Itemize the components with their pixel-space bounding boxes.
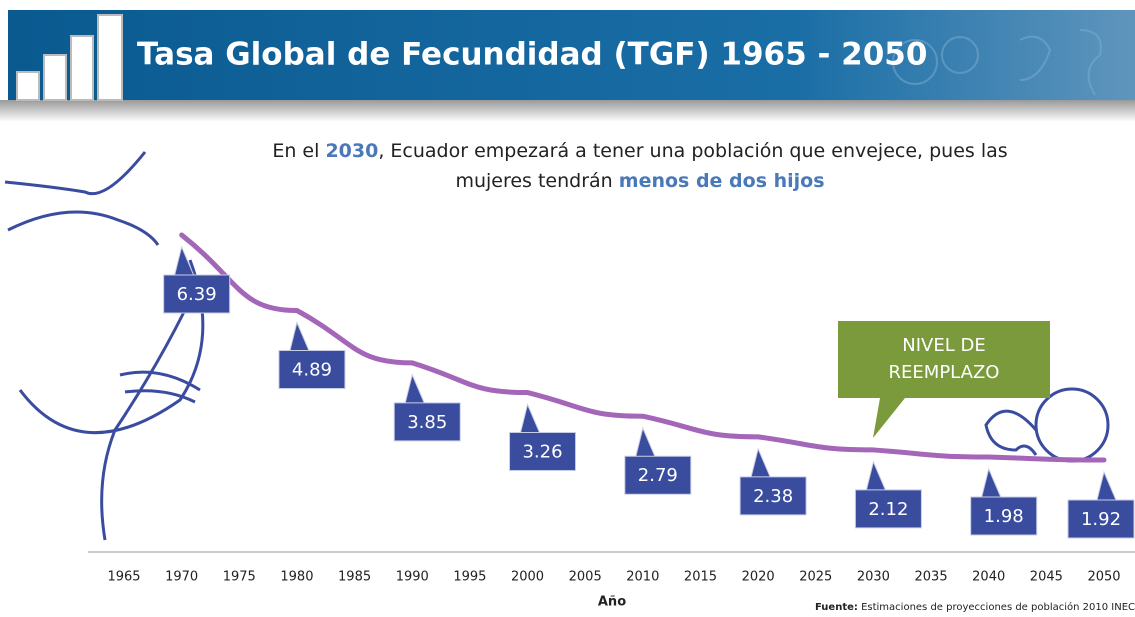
- x-tick-label: 2025: [799, 570, 832, 585]
- source-label: Fuente:: [814, 602, 858, 613]
- value-callout: [1067, 470, 1135, 539]
- x-tick-label: 1980: [280, 570, 313, 585]
- x-tick-label: 1985: [338, 570, 371, 585]
- data-line: [179, 232, 1107, 463]
- header-icon: [16, 14, 123, 101]
- x-tick-label: 1990: [396, 570, 429, 585]
- value-label: 1.92: [1081, 509, 1121, 530]
- x-tick-label: 2040: [972, 570, 1005, 585]
- x-tick-label: 1975: [223, 570, 256, 585]
- x-tick-label: 2020: [742, 570, 775, 585]
- annotation-text: REEMPLAZO: [889, 362, 1000, 383]
- value-label: 2.79: [638, 465, 678, 486]
- decoration-silhouette: [4, 151, 205, 541]
- value-callout: [970, 467, 1038, 536]
- value-callout: [278, 320, 346, 390]
- header-band: [8, 10, 1135, 100]
- x-tick-label: 2030: [857, 570, 890, 585]
- x-tick-label: 1995: [453, 570, 486, 585]
- x-tick-label: 1965: [107, 570, 140, 585]
- x-tick-label: 2005: [569, 570, 602, 585]
- x-tick-label: 2035: [915, 570, 948, 585]
- annotation-box: [838, 321, 1050, 438]
- subtitle-line: En el 2030, Ecuador empezará a tener una…: [200, 140, 1080, 162]
- subtitle-text: , Ecuador empezará a tener una población…: [378, 140, 1008, 162]
- value-callout: [624, 426, 692, 495]
- x-tick-label: 2050: [1087, 570, 1120, 585]
- value-label: 1.98: [984, 506, 1024, 527]
- subtitle-highlight: 2030: [325, 140, 379, 162]
- value-label: 6.39: [177, 284, 217, 305]
- value-callout: [854, 460, 922, 529]
- title: Tasa Global de Fecundidad (TGF) 1965 - 2…: [137, 37, 927, 73]
- annotation-text: NIVEL DE: [902, 335, 985, 356]
- value-label: 2.12: [868, 499, 908, 520]
- subtitle-text: En el: [272, 140, 326, 162]
- header-decoration: [892, 29, 1102, 96]
- decoration-baby: [984, 387, 1110, 463]
- x-tick-label: 2000: [511, 570, 544, 585]
- value-label: 4.89: [292, 360, 332, 381]
- value-callout: [163, 245, 231, 314]
- value-callout: [509, 402, 577, 472]
- subtitle-highlight: menos de dos hijos: [618, 170, 825, 192]
- value-callout: [393, 373, 461, 442]
- x-tick-label: 2010: [626, 570, 659, 585]
- source: Fuente: Estimaciones de proyecciones de …: [815, 602, 1135, 613]
- x-tick-label: 1970: [165, 570, 198, 585]
- annotation: [838, 321, 1050, 438]
- x-axis-label: Año: [598, 595, 626, 610]
- source-text: Estimaciones de proyecciones de població…: [861, 602, 1135, 613]
- value-callout: [739, 447, 807, 516]
- subtitle-text: mujeres tendrán: [455, 170, 619, 192]
- value-label: 3.26: [522, 442, 562, 463]
- value-label: 2.38: [753, 486, 793, 507]
- subtitle-line: mujeres tendrán menos de dos hijos: [200, 170, 1080, 192]
- x-tick-label: 2015: [684, 570, 717, 585]
- value-label: 3.85: [407, 412, 447, 433]
- header-shadow: [0, 100, 1135, 122]
- x-tick-label: 2045: [1030, 570, 1063, 585]
